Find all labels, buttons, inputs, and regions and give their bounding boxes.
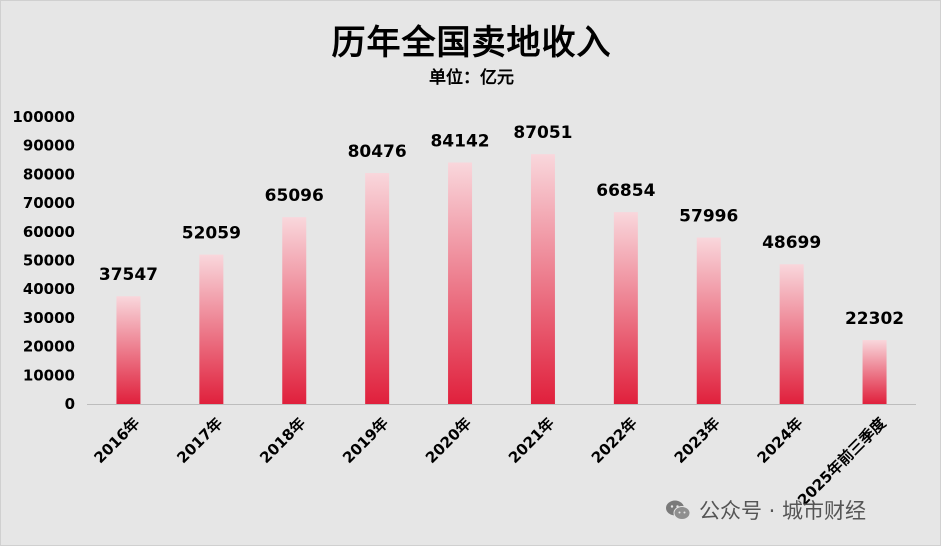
y-tick-label: 90000	[23, 137, 75, 155]
bar	[530, 154, 555, 404]
watermark-text: 公众号 · 城市财经	[699, 499, 867, 523]
data-label: 37547	[99, 265, 158, 285]
y-tick-label: 40000	[23, 280, 75, 298]
data-label: 57996	[679, 207, 738, 227]
x-tick-label: 2021年	[505, 414, 558, 467]
x-tick-label: 2019年	[339, 414, 392, 467]
data-label: 80476	[348, 142, 407, 162]
watermark: 公众号 · 城市财经	[665, 495, 866, 525]
bar	[116, 296, 141, 404]
data-label: 87051	[513, 123, 572, 143]
x-tick-label: 2016年	[90, 414, 143, 467]
data-label: 48699	[762, 233, 821, 253]
y-tick-label: 80000	[23, 165, 75, 183]
y-tick-label: 60000	[23, 223, 75, 241]
data-label: 65096	[265, 186, 324, 206]
bar	[365, 173, 390, 404]
y-tick-label: 10000	[23, 366, 75, 384]
y-tick-label: 0	[65, 395, 75, 413]
x-tick-label: 2022年	[588, 414, 641, 467]
y-tick-label: 30000	[23, 309, 75, 327]
x-tick-label: 2024年	[754, 414, 807, 467]
data-label: 84142	[430, 132, 489, 152]
bar	[862, 339, 887, 404]
bar	[199, 254, 224, 404]
x-tick-label: 2023年	[671, 414, 724, 467]
x-tick-label: 2020年	[422, 414, 475, 467]
bar	[282, 217, 307, 404]
y-tick-label: 20000	[23, 338, 75, 356]
x-tick-label: 2018年	[256, 414, 309, 467]
chart-title: 历年全国卖地收入	[331, 23, 612, 63]
bar	[779, 264, 804, 404]
x-tick-label: 2017年	[173, 414, 226, 467]
data-label: 52059	[182, 224, 241, 244]
bar	[696, 237, 721, 404]
data-label: 22302	[845, 309, 904, 329]
y-tick-label: 100000	[12, 108, 75, 126]
wechat-icon	[666, 500, 691, 520]
bar	[613, 212, 638, 404]
bar	[448, 162, 473, 404]
data-label: 66854	[596, 181, 655, 201]
y-tick-label: 70000	[23, 194, 75, 212]
chart-subtitle: 单位：亿元	[429, 68, 514, 88]
y-tick-label: 50000	[23, 252, 75, 270]
